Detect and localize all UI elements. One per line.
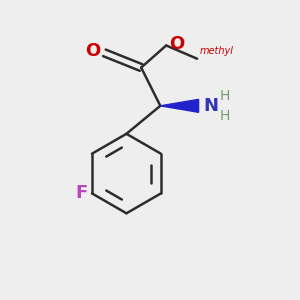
Text: O: O [85,42,101,60]
Text: O: O [169,35,184,53]
Text: H: H [220,89,230,103]
Polygon shape [160,99,199,112]
Text: F: F [75,184,88,202]
Text: methyl: methyl [200,46,233,56]
Text: H: H [220,109,230,123]
Text: N: N [203,97,218,115]
